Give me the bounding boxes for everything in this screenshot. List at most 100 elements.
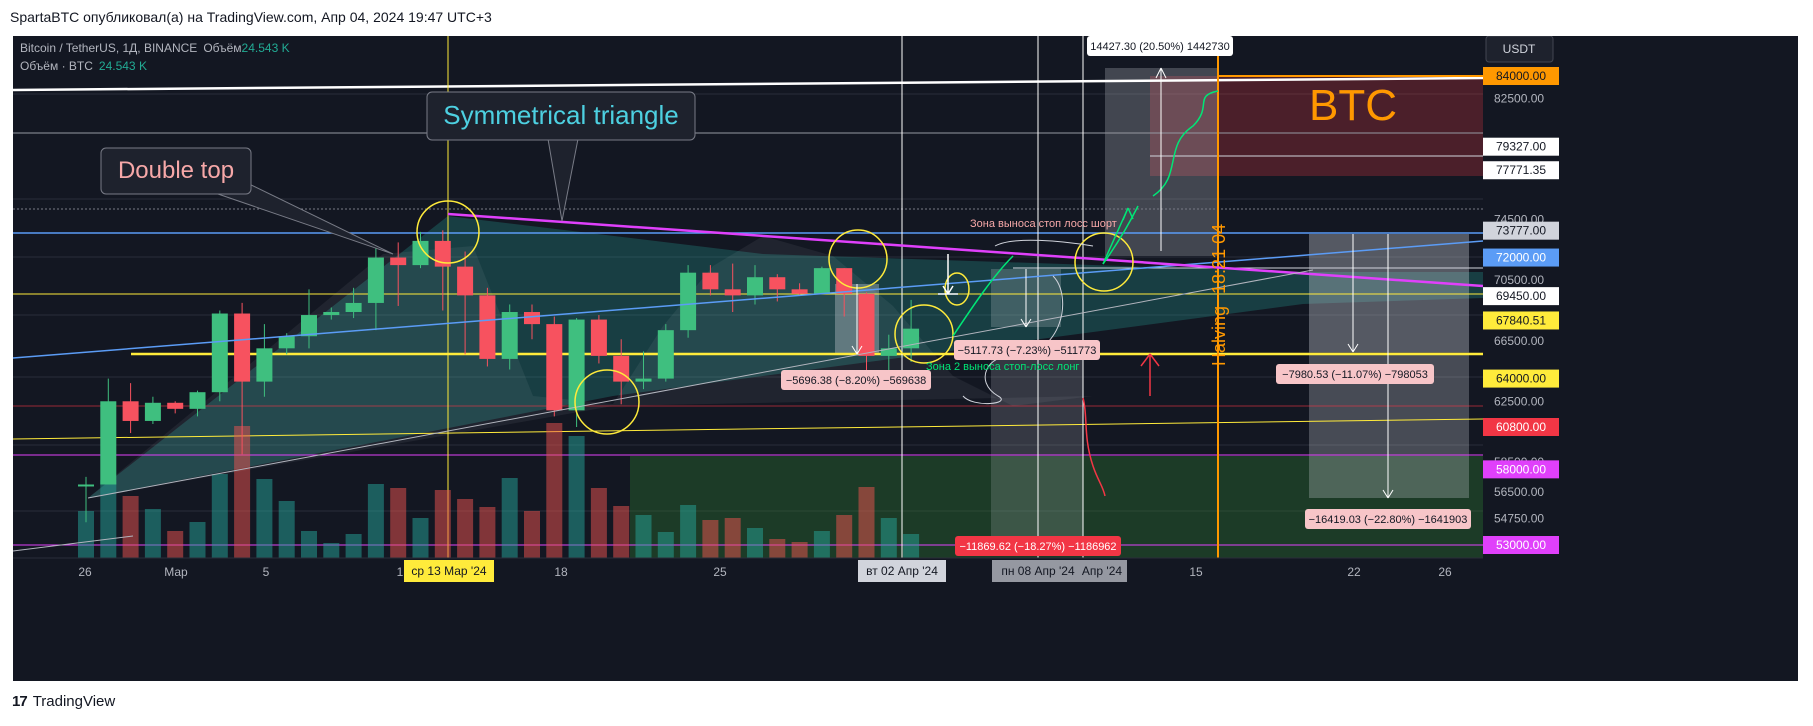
measure-label-3: −5696.38 (−8.20%) −569638	[786, 375, 926, 387]
support-trend-yellow	[13, 418, 1484, 440]
svg-text:ср 13 Мар '24: ср 13 Мар '24	[411, 564, 486, 578]
triangle-bottom-line	[87, 269, 1314, 499]
volume-bar	[479, 507, 496, 558]
price-badge-label: 60800.00	[1496, 420, 1546, 434]
candle-body	[189, 392, 206, 409]
time-tick: 26	[78, 565, 92, 579]
volume-bars	[78, 423, 920, 558]
candle-body	[457, 266, 474, 296]
candle-body	[903, 328, 920, 349]
volume-bar	[791, 542, 808, 558]
halving-label: Halving18:21 04	[1209, 224, 1229, 366]
volume-bar	[256, 479, 273, 558]
price-tick: 62500.00	[1494, 394, 1544, 408]
volume-bar	[546, 423, 563, 558]
legend[interactable]: Bitcoin / TetherUS, 1Д, BINANCE Объём24.5…	[20, 41, 290, 73]
volume-bar	[434, 490, 451, 558]
candle-body	[657, 330, 674, 379]
triangle-callout[interactable]: Symmetrical triangle	[426, 91, 696, 222]
volume-bar	[301, 531, 317, 558]
tradingview-logo-icon: 17	[12, 693, 28, 710]
price-badge-label: 72000.00	[1496, 251, 1546, 265]
legend-volume: 24.543 K	[242, 41, 290, 55]
double-top-callout[interactable]: Double top	[100, 147, 394, 255]
time-tick: 15	[1189, 565, 1203, 579]
time-axis[interactable]	[13, 558, 1483, 681]
volume-bar	[813, 531, 830, 558]
volume-bar	[78, 511, 94, 558]
price-tick: 54750.00	[1494, 512, 1544, 526]
price-badge	[1483, 460, 1559, 479]
volume-bar	[769, 539, 786, 558]
candle-body	[323, 312, 340, 316]
measure-label-2-bg	[954, 340, 1100, 360]
volume-bar	[903, 534, 920, 558]
price-badge-label: 79327.00	[1496, 140, 1546, 154]
candle-body	[836, 268, 853, 294]
price-badge	[1483, 161, 1559, 180]
circle-top	[416, 200, 480, 264]
volume-bar	[702, 520, 719, 558]
price-badge-label: 67840.51	[1496, 313, 1546, 327]
candles	[78, 230, 920, 523]
zone-short-label: Зона выноса стоп лосс шорт	[970, 218, 1117, 230]
price-badge	[1483, 417, 1559, 436]
candle-body	[791, 289, 808, 294]
candle-body	[211, 313, 228, 393]
measure-label-3-bg	[781, 370, 931, 390]
volume-bar	[568, 436, 585, 558]
svg-text:Апр '24: Апр '24	[1082, 564, 1122, 578]
trend-blue	[13, 240, 1484, 359]
price-axis[interactable]	[1483, 36, 1798, 681]
time-tick: 22	[1347, 565, 1361, 579]
volume-bar	[724, 518, 741, 558]
candle-body	[345, 302, 362, 313]
candle-body	[278, 336, 295, 349]
volume-bar	[412, 518, 429, 558]
tradingview-brand[interactable]: 17 TradingView	[12, 693, 115, 710]
price-badge-label: 58000.00	[1496, 462, 1546, 476]
chart-svg[interactable]: Double top Symmetrical triangle BTC Halv…	[13, 36, 1798, 681]
measure-label-6: −11869.62 (−18.27%) −1186962	[959, 541, 1116, 553]
volume-bar	[858, 487, 875, 558]
price-badge	[1483, 311, 1559, 330]
volume-bar	[390, 488, 407, 558]
candle-body	[813, 268, 830, 294]
price-badge	[1483, 369, 1559, 388]
candle-body	[256, 348, 273, 382]
time-tick: 26	[1438, 565, 1452, 579]
svg-text:Bitcoin / TetherUS, 1Д, BINANC: Bitcoin / TetherUS, 1Д, BINANCE Объём24.5…	[20, 41, 290, 55]
volume-bar	[590, 488, 607, 558]
candle-body	[724, 289, 741, 296]
price-badge-label: 69450.00	[1496, 289, 1546, 303]
candle-body	[100, 401, 117, 485]
chart-area[interactable]: Double top Symmetrical triangle BTC Halv…	[13, 36, 1798, 681]
time-tick: 1	[397, 565, 404, 579]
volume-bar	[635, 515, 652, 558]
resistance-white-line	[13, 76, 1484, 92]
volume-bar	[747, 528, 763, 558]
candle-body	[635, 378, 652, 382]
price-tick: 70500.00	[1494, 273, 1544, 287]
volume-bar	[323, 543, 340, 558]
price-badge	[1483, 248, 1559, 267]
candle-body	[167, 402, 184, 409]
measure-label-5-bg	[1305, 509, 1471, 529]
circle-apr	[894, 304, 954, 364]
measure-label-4-bg	[1276, 364, 1434, 384]
triangle-label: Symmetrical triangle	[443, 100, 679, 130]
volume-bar	[457, 499, 474, 558]
circle-breakout	[1074, 232, 1134, 292]
circle-mid	[828, 229, 888, 289]
volume-bar	[100, 480, 117, 558]
volume-bar	[657, 532, 674, 558]
volume-bar	[144, 509, 161, 558]
price-badge	[1483, 137, 1559, 156]
volume-bar	[880, 518, 897, 558]
volume-bar	[367, 484, 384, 558]
currency-badge[interactable]	[1485, 36, 1554, 63]
time-tick: Мар	[164, 565, 188, 579]
candle-body	[524, 312, 540, 325]
btc-target-zone	[1150, 76, 1483, 176]
